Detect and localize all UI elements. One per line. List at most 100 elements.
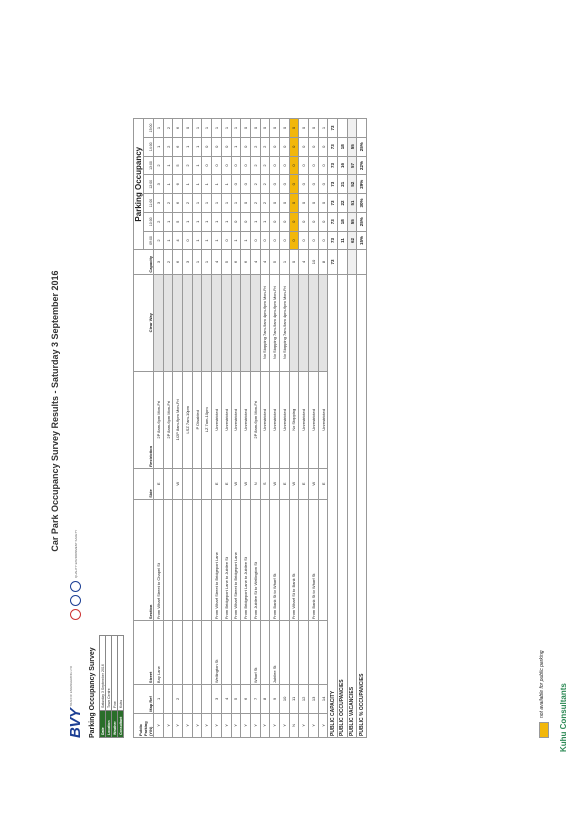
cell-restriction: Unrestricted bbox=[298, 371, 309, 469]
cell-capacity: 6 bbox=[240, 249, 251, 275]
summary-value: 55 bbox=[347, 137, 357, 157]
cell-restriction: LZ 7am-10pm bbox=[201, 371, 212, 469]
table-row: Y 4 From Bridgeport Lane to Jubilee St E Unr… bbox=[221, 118, 231, 738]
cell-occupancy: 0 bbox=[221, 137, 231, 157]
cell-occupancy: 2 bbox=[153, 212, 164, 232]
cell-occupancy: 2 bbox=[250, 193, 261, 213]
cell-occupancy: 1 bbox=[201, 118, 212, 138]
cell-street bbox=[172, 620, 183, 685]
summary-value bbox=[356, 249, 367, 275]
cell-occupancy: 1 bbox=[211, 231, 222, 250]
cell-clearway bbox=[201, 274, 212, 372]
cell-occupancy: 0 bbox=[289, 156, 299, 175]
table-row: Y LSZ 7am-10pm 3 0 1 2 1 2 1 0 bbox=[182, 118, 193, 738]
cell-occupancy: 1 bbox=[182, 137, 193, 157]
cell-capacity: 4 bbox=[260, 249, 270, 275]
cell-occupancy: 0 bbox=[308, 193, 319, 213]
cell-occupancy: 0 bbox=[240, 156, 251, 175]
cell-occupancy: 0 bbox=[289, 231, 299, 250]
cell-public-parking: Y bbox=[231, 713, 241, 738]
cell-occupancy: 1 bbox=[192, 231, 202, 250]
cell-restriction: LSZ 7am-10pm bbox=[182, 371, 193, 469]
table-row: Y 3 Wellington St From Wharf Street to Brid… bbox=[211, 118, 222, 738]
cell-occupancy: 1 bbox=[240, 231, 251, 250]
cell-capacity: 5 bbox=[221, 249, 231, 275]
cell-occupancy: 0 bbox=[279, 118, 290, 138]
cell-occupancy: 0 bbox=[298, 231, 309, 250]
cell-public-parking: Y bbox=[201, 713, 212, 738]
col-time: 11:00 bbox=[143, 193, 154, 213]
col-time: 09:00 bbox=[143, 231, 154, 250]
summary-value: 73 bbox=[327, 193, 338, 213]
cell-occupancy: 0 bbox=[211, 156, 222, 175]
cell-occupancy: 0 bbox=[289, 118, 299, 138]
cell-section: From Wharf Street to Chapel St bbox=[153, 499, 164, 621]
cell-clearway bbox=[231, 274, 241, 372]
cell-map-ref: 8 bbox=[260, 684, 270, 714]
cell-side: E bbox=[153, 468, 164, 500]
cell-occupancy: 1 bbox=[201, 231, 212, 250]
cell-occupancy: 0 bbox=[289, 174, 299, 194]
cell-capacity: 3 bbox=[182, 249, 193, 275]
cell-occupancy: 0 bbox=[318, 156, 328, 175]
cell-clearway bbox=[289, 274, 299, 372]
cell-side: W bbox=[240, 468, 251, 500]
summary-label: PUBLIC VACANCIES bbox=[347, 274, 357, 738]
cell-restriction: Unrestricted bbox=[260, 371, 270, 469]
cell-side bbox=[182, 468, 193, 500]
cell-occupancy: 0 bbox=[269, 118, 280, 138]
summary-value: 25% bbox=[356, 137, 367, 157]
cell-restriction: Unrestricted bbox=[211, 371, 222, 469]
cell-public-parking: Y bbox=[163, 713, 173, 738]
cell-side: S bbox=[260, 468, 270, 500]
cell-public-parking: Y bbox=[279, 713, 290, 738]
cell-occupancy: 1 bbox=[192, 212, 202, 232]
cell-occupancy: 1 bbox=[153, 137, 164, 157]
cell-occupancy: 3 bbox=[153, 193, 164, 213]
col-restriction: Restriction bbox=[133, 371, 154, 469]
cell-occupancy: 0 bbox=[298, 137, 309, 157]
cell-occupancy: 2 bbox=[260, 137, 270, 157]
cell-map-ref: 2 bbox=[172, 684, 183, 714]
cell-occupancy: 1 bbox=[192, 156, 202, 175]
legend-text: not available for public parking bbox=[539, 650, 545, 718]
cell-occupancy: 0 bbox=[231, 156, 241, 175]
table-row: Y 5 From Wharf Street to Bridgeport Lane W U… bbox=[231, 118, 241, 738]
cell-occupancy: 1 bbox=[182, 212, 193, 232]
cell-occupancy: 1 bbox=[192, 174, 202, 194]
cell-occupancy: 5 bbox=[172, 212, 183, 232]
cert-seal-icon bbox=[70, 581, 81, 592]
cell-street bbox=[201, 620, 212, 685]
cell-clearway: No Stopping 7am-9am 4pm-6pm Mon-Fri bbox=[279, 274, 290, 372]
cell-side bbox=[201, 468, 212, 500]
cell-occupancy: 1 bbox=[163, 231, 173, 250]
cell-occupancy: 0 bbox=[231, 174, 241, 194]
cell-side: N bbox=[250, 468, 261, 500]
cell-occupancy: 0 bbox=[269, 137, 280, 157]
summary-row: PUBLIC OCCUPANCIES 11 18 22 21 16 18 bbox=[337, 118, 348, 738]
summary-value: 73 bbox=[327, 212, 338, 232]
cell-occupancy: 1 bbox=[260, 212, 270, 232]
col-side: Side bbox=[133, 468, 154, 500]
cell-map-ref: 4 bbox=[221, 684, 231, 714]
cell-capacity: 8 bbox=[318, 249, 328, 275]
cell-clearway: No Stopping 7am-9am 4pm-6pm Mon-Fri bbox=[260, 274, 270, 372]
cell-restriction: 1/2P 8am-6pm Mon-Fri bbox=[172, 371, 183, 469]
summary-value bbox=[347, 118, 357, 138]
cell-occupancy: 0 bbox=[308, 174, 319, 194]
cell-street: Wharf St bbox=[250, 620, 261, 685]
cell-occupancy: 4 bbox=[172, 231, 183, 250]
info-value: Kuhu bbox=[117, 635, 124, 711]
summary-value: 52 bbox=[347, 174, 357, 194]
table-row: Y 12 E Unrestricted 4 0 0 0 0 0 0 0 bbox=[298, 118, 309, 738]
cell-occupancy: 0 bbox=[298, 193, 309, 213]
cell-occupancy: 0 bbox=[279, 193, 290, 213]
cell-occupancy: 0 bbox=[298, 156, 309, 175]
cell-restriction: 2P 8am-6pm Mon-Fri bbox=[163, 371, 173, 469]
summary-value: 15% bbox=[356, 231, 367, 250]
cell-clearway bbox=[211, 274, 222, 372]
cell-clearway bbox=[318, 274, 328, 372]
cell-clearway bbox=[240, 274, 251, 372]
cell-occupancy: 0 bbox=[260, 118, 270, 138]
summary-value: 73 bbox=[327, 137, 338, 157]
